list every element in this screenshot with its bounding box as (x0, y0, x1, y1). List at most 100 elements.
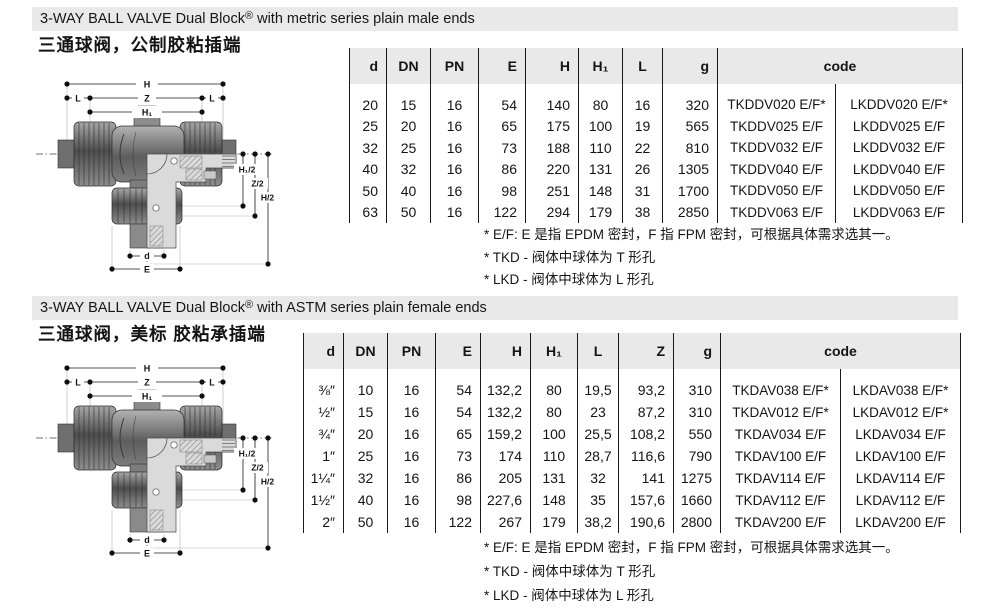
dimension-cell: 122 (478, 201, 526, 223)
column-header-h₁: H₁ (578, 48, 623, 84)
dimension-cell: 35 (577, 489, 619, 511)
code-cell: TKDAV038 E/F* (720, 369, 841, 401)
dimension-dots (64, 81, 271, 272)
dimension-cell: 65 (435, 423, 481, 445)
dim-label-h: H (144, 80, 151, 90)
dimension-cell: 790 (673, 445, 721, 467)
dimension-cell: 1½″ (303, 489, 344, 511)
table-row: ½″ 15 16 54 132,2 80 23 87,2 310 TKDAV012 E/F* LKD… (303, 401, 961, 423)
dimension-cell: 20 (386, 115, 431, 137)
valve-body (57, 105, 237, 249)
dimension-cell: 63 (349, 201, 387, 223)
dimension-cell: 40 (343, 489, 388, 511)
dimension-cell: 25,5 (577, 423, 619, 445)
footnote-lkd: * LKD - 阀体中球体为 L 形孔 (484, 272, 654, 287)
dimension-cell: 73 (478, 137, 526, 159)
valve-drawing-svg: H L Z L H₁ H₁/2 Z/2 H/2 d E (36, 78, 278, 275)
dimension-cell: 32 (577, 467, 619, 489)
column-header-h: H (480, 333, 531, 369)
dimension-cell: 108,2 (618, 423, 674, 445)
dimension-cell: 16 (430, 137, 479, 159)
dimension-cell: 16 (387, 423, 436, 445)
code-cell: TKDDV032 E/F (717, 137, 836, 159)
code-cell: LKDAV034 E/F (840, 423, 961, 445)
cutaway-section (146, 153, 237, 249)
dimension-cell: 16 (387, 467, 436, 489)
dimension-cell: 19 (622, 115, 663, 137)
dim-label-z: Z (144, 378, 150, 388)
dim-label-h-half: H/2 (261, 477, 275, 487)
dimension-cell: 100 (530, 423, 578, 445)
dimension-cell: 16 (387, 369, 436, 401)
dimension-cell: 80 (530, 401, 578, 423)
valve-technical-drawing-1: H L Z L H₁ H₁/2 Z/2 H/2 d E (28, 76, 328, 276)
code-cell: LKDDV063 E/F (835, 201, 963, 223)
dim-label-e: E (144, 549, 150, 559)
dim-label-h: H (144, 364, 151, 374)
section1-subtitle-zh: 三通球阀，公制胶粘插端 (38, 35, 242, 55)
dimension-cell: 174 (480, 445, 531, 467)
column-header-g: g (662, 48, 718, 84)
footnote-ef: * E/F: E 是指 EPDM 密封，F 指 FPM 密封，可根据具体需求选其… (484, 227, 899, 242)
code-cell: TKDDV063 E/F (717, 201, 836, 223)
column-header-code: code (717, 48, 963, 84)
dimension-cell: 100 (578, 115, 623, 137)
dimension-cell: 110 (530, 445, 578, 467)
dim-label-h1: H₁ (142, 392, 152, 402)
code-cell: TKDDV040 E/F (717, 158, 836, 180)
column-header-d: d (303, 333, 344, 369)
code-cell: LKDAV038 E/F* (840, 369, 961, 401)
dimension-cell: 131 (578, 158, 623, 180)
code-cell: LKDAV200 E/F (840, 511, 961, 533)
code-cell: LKDDV040 E/F (835, 158, 963, 180)
dimension-cell: 251 (525, 180, 579, 202)
dimension-cell: 16 (430, 201, 479, 223)
dimension-cell: 810 (662, 137, 718, 159)
code-cell: LKDDV032 E/F (835, 137, 963, 159)
dimension-cell: 1¼″ (303, 467, 344, 489)
dimension-cell: 20 (349, 84, 387, 116)
dimension-cell: 2800 (673, 511, 721, 533)
dimension-cell: 28,7 (577, 445, 619, 467)
dimension-cell: 40 (386, 180, 431, 202)
dimension-cell: 65 (478, 115, 526, 137)
dimension-cell: 16 (430, 115, 479, 137)
code-cell: TKDDV020 E/F* (717, 84, 836, 116)
dimension-cell: 54 (435, 369, 481, 401)
section2-title-text: 3-WAY BALL VALVE Dual Block® with ASTM s… (40, 299, 487, 317)
table-row: 40 32 16 86 220 131 26 1305 TKDDV040 E/F LKDDV040… (349, 158, 963, 180)
dimension-dots (64, 365, 271, 556)
dimension-cell: ⅜″ (303, 369, 344, 401)
section2-title-bar: 3-WAY BALL VALVE Dual Block® with ASTM s… (32, 296, 958, 320)
dimension-cell: 132,2 (480, 401, 531, 423)
dimension-cell: 15 (386, 84, 431, 116)
label-backplates (72, 362, 278, 558)
code-cell: TKDAV114 E/F (720, 467, 841, 489)
dimension-cell: 310 (673, 401, 721, 423)
dimension-cell: 15 (343, 401, 388, 423)
dimension-cell: 310 (673, 369, 721, 401)
column-header-dn: DN (343, 333, 388, 369)
table-row: 63 50 16 122 294 179 38 2850 TKDDV063 E/F LKDDV06… (349, 201, 963, 223)
dimension-cell: 25 (349, 115, 387, 137)
dim-label-d: d (144, 535, 150, 545)
section1-title-text: 3-WAY BALL VALVE Dual Block® with metric… (40, 10, 475, 28)
dimension-cell: 159,2 (480, 423, 531, 445)
dimension-cell: 40 (349, 158, 387, 180)
column-header-pn: PN (387, 333, 436, 369)
dimension-cell: 148 (578, 180, 623, 202)
dimension-cell: 32 (386, 158, 431, 180)
dim-label-z: Z (144, 94, 150, 104)
dimension-cell: 80 (530, 369, 578, 401)
dim-label-h1: H₁ (142, 108, 152, 118)
dimension-cell: 16 (387, 489, 436, 511)
dimension-cell: 188 (525, 137, 579, 159)
dimension-cell: 132,2 (480, 369, 531, 401)
table-row: 1″ 25 16 73 174 110 28,7 116,6 790 TKDAV100 E/F LK… (303, 445, 961, 467)
code-cell: LKDDV025 E/F (835, 115, 963, 137)
dim-label-z-half: Z/2 (251, 179, 264, 189)
dimension-cell: 565 (662, 115, 718, 137)
